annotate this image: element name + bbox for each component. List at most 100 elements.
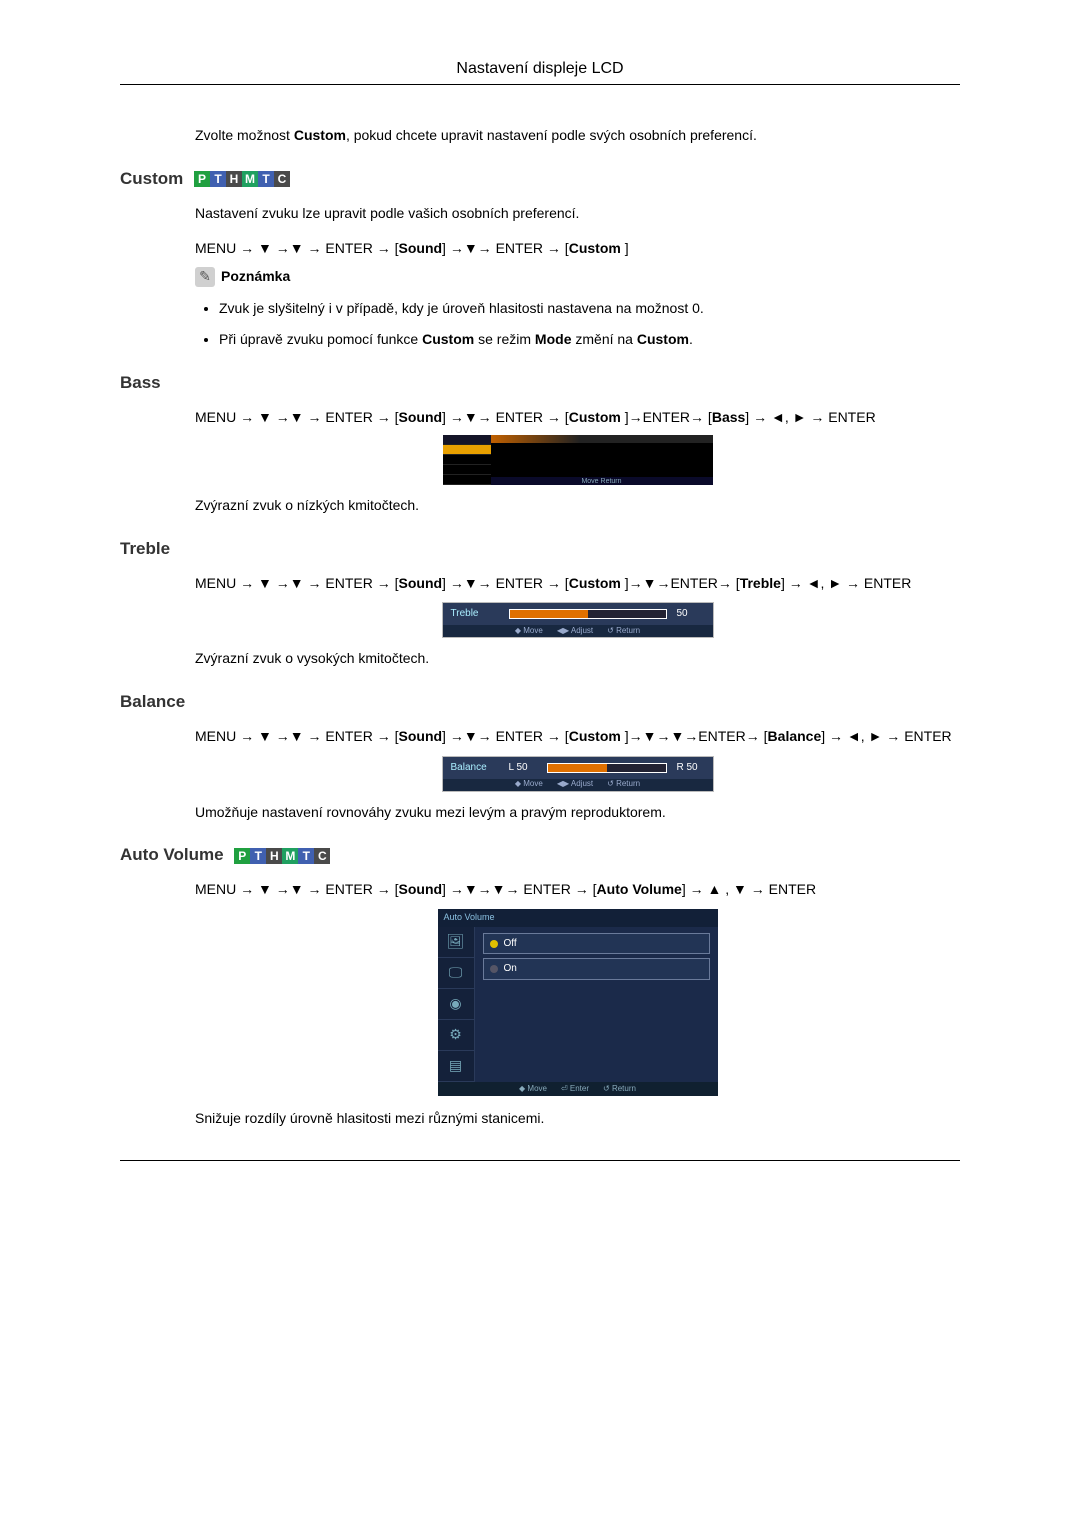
osd-menu-icon-column: 🖼🖵◉⚙▤ <box>438 927 475 1082</box>
bass-menu-path: MENU → ▼ →▼ → ENTER → [Sound] →▼→ ENTER … <box>195 407 960 429</box>
source-badge-icon: C <box>274 171 290 187</box>
path-text: ] <box>625 240 629 256</box>
osd-sidebar-icon: ◉ <box>438 989 474 1020</box>
custom-note-item: Zvuk je slyšitelný i v případě, kdy je ú… <box>219 298 960 320</box>
osd-hint-adjust: ◀▶ Adjust <box>557 625 593 637</box>
page-header-title: Nastavení displeje LCD <box>120 60 960 78</box>
source-badge-icon: P <box>194 171 210 187</box>
balance-menu-path: MENU → ▼ →▼ → ENTER → [Sound] →▼→ ENTER … <box>195 726 960 748</box>
osd-slider-bar <box>547 763 667 773</box>
path-text: MENU → ▼ →▼ → ENTER → [ <box>195 728 399 744</box>
option-label: On <box>504 961 517 977</box>
path-text: ] → ◄, ► → ENTER <box>821 728 951 744</box>
heading-bass: Bass <box>120 373 960 393</box>
osd-sidebar-icon: ⚙ <box>438 1020 474 1051</box>
path-text: MENU → ▼ →▼ → ENTER → [ <box>195 409 399 425</box>
osd-row <box>443 455 491 465</box>
osd-autovolume-screenshot: Auto Volume 🖼🖵◉⚙▤ Off On ◆ Move ⏎ Enter <box>438 909 718 1096</box>
path-text: ] → ▲ , ▼ → ENTER <box>682 881 816 897</box>
osd-topbar <box>491 435 713 443</box>
text: . <box>689 331 693 347</box>
osd-slider-value: 50 <box>677 606 705 622</box>
osd-balance-screenshot: Balance L 50 R 50 ◆ Move ◀▶ Adjust ↺ Ret… <box>442 756 714 792</box>
path-bold: Sound <box>399 240 443 256</box>
osd-hint-move: ◆ Move <box>515 778 543 790</box>
treble-menu-path: MENU → ▼ →▼ → ENTER → [Sound] →▼→ ENTER … <box>195 573 960 595</box>
path-bold: Sound <box>399 728 443 744</box>
radio-icon <box>490 965 498 973</box>
custom-note-item: Při úpravě zvuku pomocí funkce Custom se… <box>219 329 960 351</box>
osd-balance-right-value: R 50 <box>677 760 705 776</box>
osd-hint-return: ↺ Return <box>607 625 640 637</box>
osd-sidebar-icon: 🖵 <box>438 958 474 989</box>
osd-slider-label: Balance <box>451 760 499 776</box>
option-label: Off <box>504 936 517 952</box>
path-bold: Custom <box>569 575 625 591</box>
path-bold: Custom <box>569 728 625 744</box>
osd-bass-screenshot: Move Return <box>443 435 713 485</box>
source-badge-icon: M <box>242 171 258 187</box>
source-badge-icon: C <box>314 848 330 864</box>
path-text: ]→ENTER→ [ <box>625 409 712 425</box>
source-badge-icon: H <box>226 171 242 187</box>
source-badge-icon: T <box>250 848 266 864</box>
path-text: ]→▼→ENTER→ [ <box>625 575 740 591</box>
intro-text-bold: Custom <box>294 127 346 143</box>
custom-notes-list: Zvuk je slyšitelný i v případě, kdy je ú… <box>195 298 960 351</box>
source-badges: PTHMTC <box>194 171 290 187</box>
path-text: MENU → ▼ →▼ → ENTER → [ <box>195 881 399 897</box>
osd-row <box>443 435 491 445</box>
path-bold: Sound <box>399 409 443 425</box>
source-badge-icon: H <box>266 848 282 864</box>
path-bold: Auto Volume <box>597 881 682 897</box>
osd-hint-move: ◆ Move <box>515 625 543 637</box>
path-text: ] →▼→ ENTER → [ <box>442 240 569 256</box>
path-bold: Sound <box>399 575 443 591</box>
source-badge-icon: M <box>282 848 298 864</box>
intro-paragraph: Zvolte možnost Custom, pokud chcete upra… <box>195 125 960 147</box>
osd-balance-left-value: L 50 <box>509 760 537 776</box>
path-text: ] →▼→ ENTER → [ <box>442 409 569 425</box>
osd-hint-adjust: ◀▶ Adjust <box>557 778 593 790</box>
path-bold: Balance <box>768 728 822 744</box>
text: se režim <box>474 331 535 347</box>
source-badge-icon: T <box>210 171 226 187</box>
osd-hintbar: Move Return <box>491 477 713 485</box>
note-row: ✎ Poznámka <box>195 266 960 288</box>
path-bold: Sound <box>399 881 443 897</box>
osd-menu-title: Auto Volume <box>438 909 718 927</box>
osd-menu-option-off: Off <box>483 933 710 955</box>
heading-balance: Balance <box>120 692 960 712</box>
treble-desc: Zvýrazní zvuk o vysokých kmitočtech. <box>195 648 960 670</box>
custom-desc: Nastavení zvuku lze upravit podle vašich… <box>195 203 960 225</box>
osd-slider-fill <box>510 610 588 618</box>
text: změní na <box>571 331 636 347</box>
path-bold: Bass <box>712 409 745 425</box>
osd-sidebar-icon: 🖼 <box>438 927 474 958</box>
path-text: ] → ◄, ► → ENTER <box>781 575 911 591</box>
source-badge-icon: P <box>234 848 250 864</box>
path-text: ]→▼→▼→ENTER→ [ <box>625 728 768 744</box>
custom-menu-path: MENU → ▼ →▼ → ENTER → [Sound] →▼→ ENTER … <box>195 238 960 260</box>
bass-desc: Zvýrazní zvuk o nízkých kmitočtech. <box>195 495 960 517</box>
intro-text-pre: Zvolte možnost <box>195 127 294 143</box>
heading-custom-text: Custom <box>120 169 183 188</box>
path-bold: Custom <box>569 240 625 256</box>
path-text: ] →▼→ ENTER → [ <box>442 728 569 744</box>
osd-row-selected <box>443 445 491 455</box>
path-text: ] →▼→ ENTER → [ <box>442 575 569 591</box>
osd-sidebar-icon: ▤ <box>438 1051 474 1082</box>
osd-slider-fill <box>548 764 607 772</box>
path-text: ] →▼→▼→ ENTER → [ <box>442 881 597 897</box>
radio-icon <box>490 940 498 948</box>
intro-text-post: , pokud chcete upravit nastavení podle s… <box>346 127 757 143</box>
osd-hint-return: ↺ Return <box>603 1083 636 1095</box>
autovolume-menu-path: MENU → ▼ →▼ → ENTER → [Sound] →▼→▼→ ENTE… <box>195 879 960 901</box>
osd-hint-move: ◆ Move <box>519 1083 547 1095</box>
text-bold: Custom <box>637 331 689 347</box>
osd-row <box>443 465 491 475</box>
path-bold: Custom <box>569 409 625 425</box>
heading-auto-volume: Auto Volume PTHMTC <box>120 845 960 865</box>
balance-desc: Umožňuje nastavení rovnováhy zvuku mezi … <box>195 802 960 824</box>
autovolume-desc: Snižuje rozdíly úrovně hlasitosti mezi r… <box>195 1108 960 1130</box>
